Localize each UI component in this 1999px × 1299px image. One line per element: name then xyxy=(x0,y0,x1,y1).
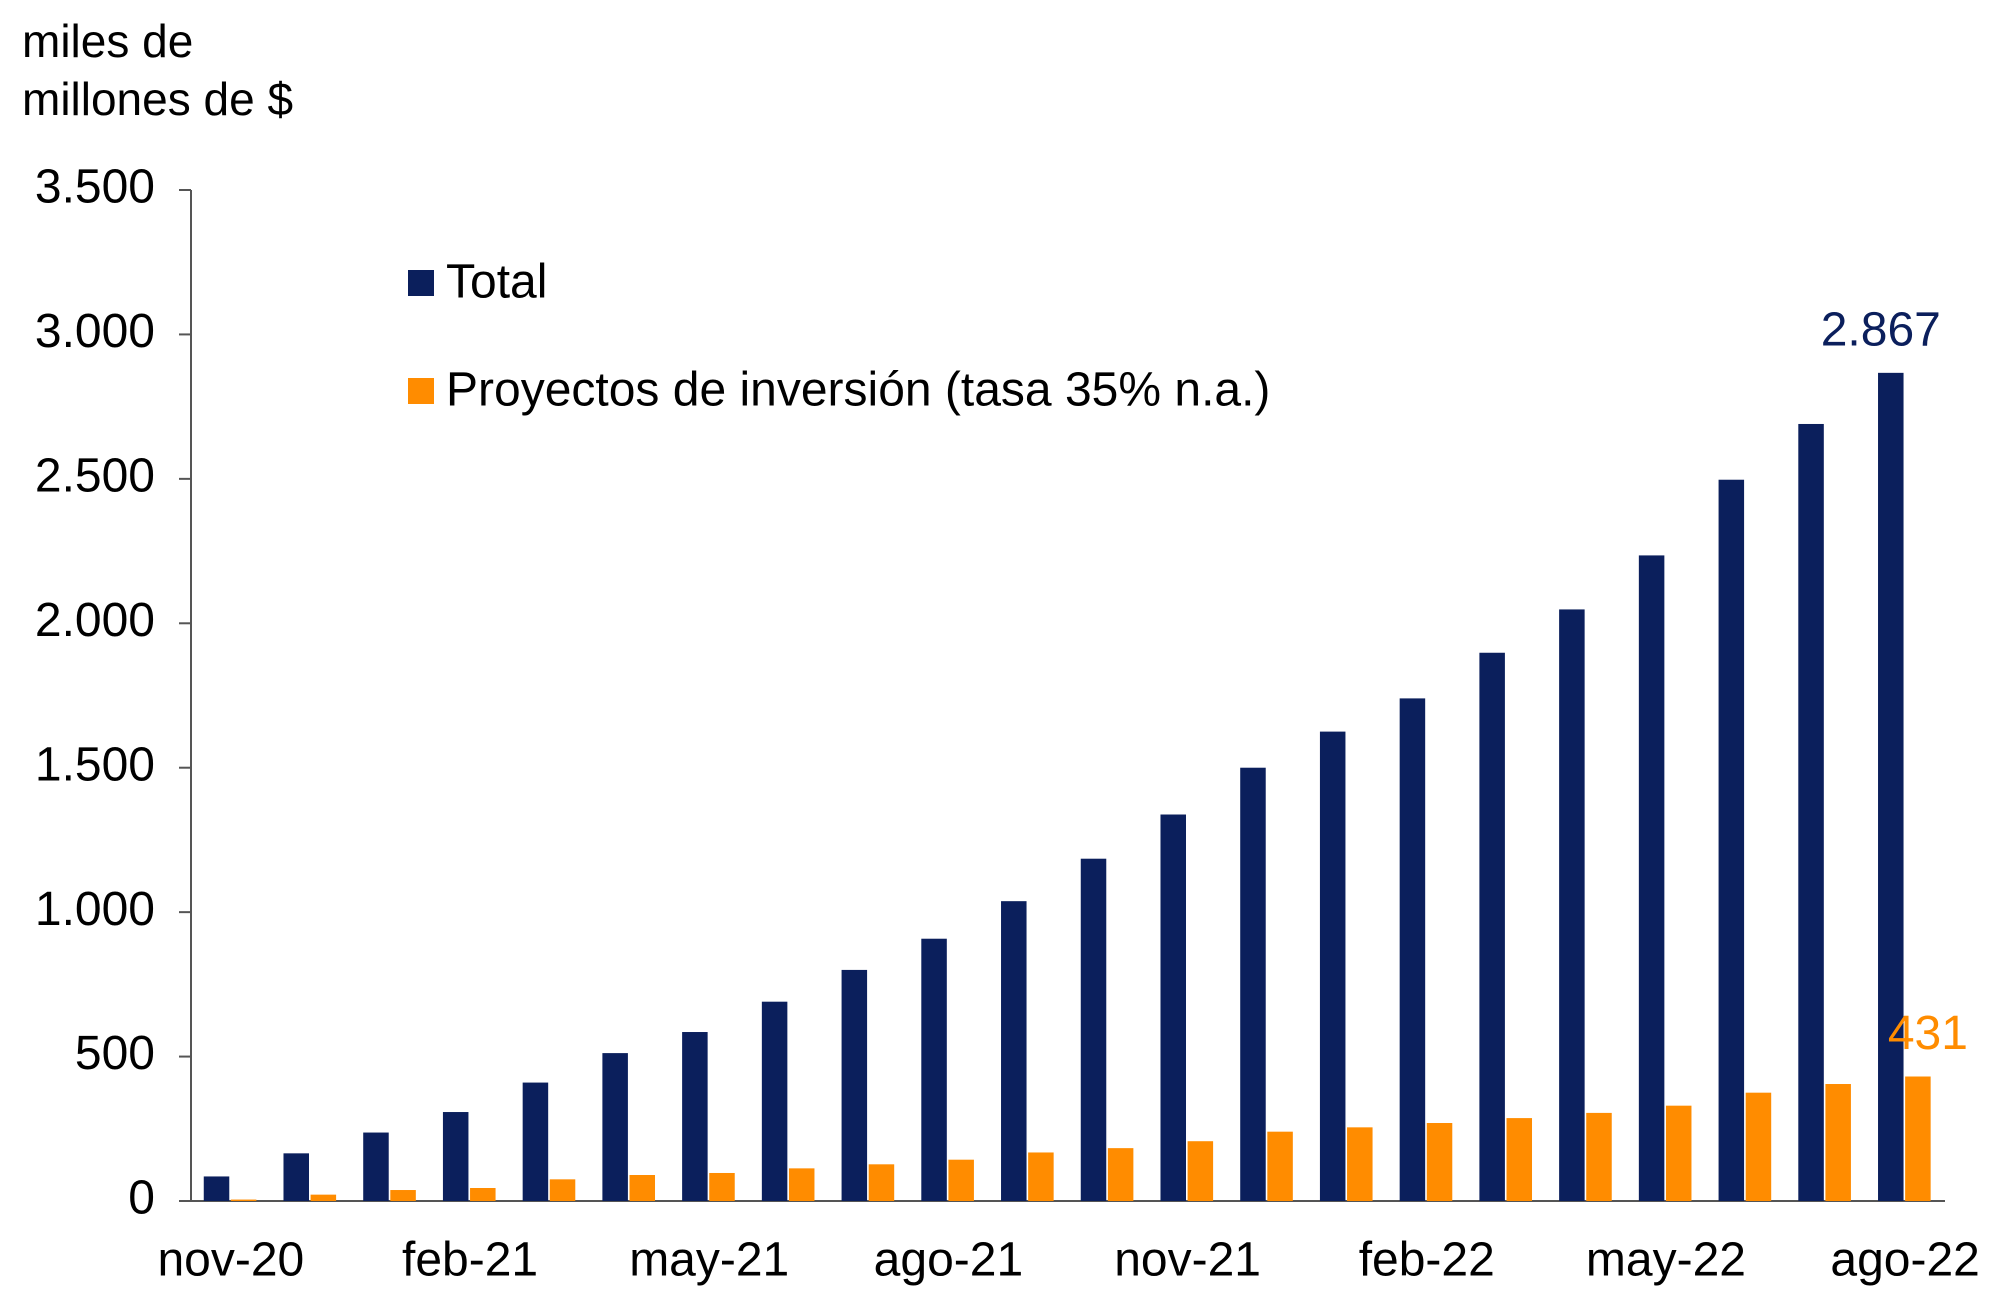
bar xyxy=(1798,423,1824,1202)
legend-marker xyxy=(408,378,434,404)
bar xyxy=(1718,479,1745,1201)
bar xyxy=(1399,698,1426,1201)
bar xyxy=(1107,1148,1134,1201)
bar xyxy=(868,1164,895,1201)
x-tick-label: may-22 xyxy=(1586,1234,1746,1287)
legend-label: Total xyxy=(446,256,547,309)
data-label: 431 xyxy=(1888,1007,1968,1060)
bar xyxy=(682,1032,708,1201)
y-tick-label: 2.000 xyxy=(35,594,155,647)
bar xyxy=(1506,1118,1533,1201)
x-tick-label: feb-21 xyxy=(402,1234,538,1287)
y-tick-label: 3.500 xyxy=(35,161,155,214)
bar xyxy=(1160,814,1186,1201)
bar xyxy=(1187,1141,1214,1201)
bar xyxy=(1878,372,1904,1201)
bar xyxy=(522,1082,549,1201)
bar xyxy=(283,1153,309,1201)
bar xyxy=(1665,1105,1692,1201)
data-label: 2.867 xyxy=(1821,304,1941,357)
bar xyxy=(1347,1127,1373,1201)
legend-label: Proyectos de inversión (tasa 35% n.a.) xyxy=(446,364,1270,417)
bar xyxy=(921,938,947,1201)
bar xyxy=(1559,609,1585,1201)
x-tick-label: ago-22 xyxy=(1830,1234,1979,1287)
bar xyxy=(470,1188,496,1201)
bar xyxy=(1267,1131,1293,1201)
x-tick-label: feb-22 xyxy=(1359,1234,1495,1287)
bar xyxy=(761,1001,788,1201)
bar xyxy=(230,1199,257,1201)
x-tick-label: ago-21 xyxy=(874,1234,1023,1287)
bar xyxy=(363,1132,389,1201)
bar xyxy=(310,1194,337,1201)
x-tick-label: may-21 xyxy=(629,1234,789,1287)
bar xyxy=(203,1176,230,1201)
bar xyxy=(1028,1152,1054,1201)
bar xyxy=(948,1159,974,1201)
y-tick-label: 3.000 xyxy=(35,305,155,358)
bar xyxy=(709,1172,735,1201)
bar xyxy=(1638,555,1665,1201)
bar xyxy=(1479,652,1505,1201)
y-tick-label: 0 xyxy=(128,1172,155,1225)
bar xyxy=(629,1175,656,1201)
bar xyxy=(602,1053,628,1201)
y-tick-label: 500 xyxy=(75,1027,155,1080)
bar xyxy=(788,1168,815,1201)
x-tick-label: nov-21 xyxy=(1114,1234,1261,1287)
y-tick-label: 1.500 xyxy=(35,738,155,791)
bar xyxy=(1080,858,1107,1201)
bar xyxy=(1905,1076,1931,1201)
legend-marker xyxy=(408,270,434,296)
y-axis-label: miles de millones de $ xyxy=(22,15,294,125)
bar xyxy=(1240,767,1266,1201)
bar xyxy=(841,969,868,1201)
bar xyxy=(1001,901,1027,1201)
y-tick-label: 2.500 xyxy=(35,450,155,503)
bar xyxy=(390,1190,416,1201)
x-tick-label: nov-20 xyxy=(157,1234,304,1287)
y-tick-label: 1.000 xyxy=(35,883,155,936)
bar xyxy=(1745,1092,1772,1201)
bar xyxy=(1586,1112,1612,1201)
bar xyxy=(1319,731,1346,1201)
bar xyxy=(1426,1123,1453,1201)
bar xyxy=(442,1112,469,1201)
bar xyxy=(549,1179,576,1201)
bar xyxy=(1825,1084,1851,1201)
